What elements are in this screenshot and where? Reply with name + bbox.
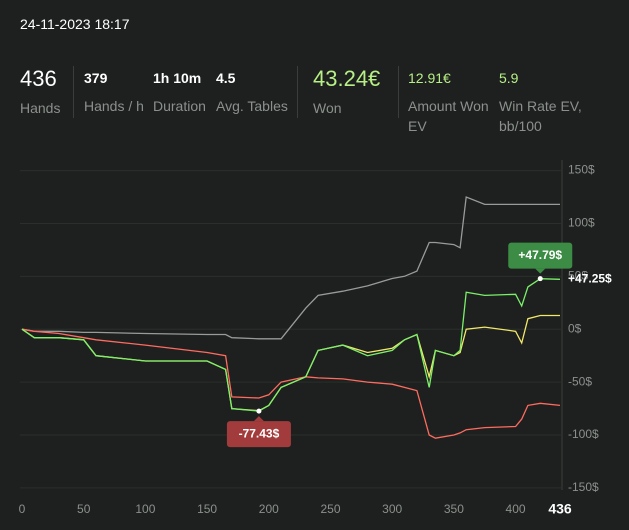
series-line (21, 328, 561, 439)
stat: 43.24€ Won (313, 66, 380, 118)
x-tick-label: 250 (320, 502, 340, 516)
x-tick-label: 436 (548, 501, 572, 517)
separator (398, 66, 399, 118)
stat-value: 4.5 (216, 70, 236, 86)
x-tick-label: 150 (197, 502, 217, 516)
stat-label: Duration (153, 98, 206, 114)
y-tick-label: -150$ (568, 480, 599, 494)
y-tick-label: 0$ (568, 321, 582, 335)
annotation-pointer (535, 268, 546, 274)
y-tick-label: 100$ (568, 216, 595, 230)
series-line (21, 314, 560, 412)
stat: 4.5 Avg. Tables (216, 70, 288, 116)
stat-value: 436 (20, 66, 57, 91)
stat: 1h 10m Duration (153, 70, 206, 116)
stat-label: Avg. Tables (216, 98, 288, 114)
stat-value: 379 (84, 70, 108, 86)
series-line (21, 196, 560, 340)
stat: 12.91€ Amount Won EV (408, 70, 493, 136)
annotation-label: -77.43$ (239, 426, 280, 440)
annotation-point (256, 408, 262, 414)
annotation-box (226, 421, 291, 448)
stat-label: Win Rate EV, bb/100 (499, 98, 582, 134)
stat-label: Hands (20, 100, 61, 116)
annotation-label: +47.79$ (518, 248, 562, 262)
x-tick-label: 300 (382, 502, 402, 516)
stat-label: Amount Won EV (408, 98, 489, 134)
x-tick-label: 0 (19, 502, 26, 516)
stat-value: 1h 10m (153, 70, 202, 86)
x-tick-label: 350 (444, 502, 464, 516)
annotation-box (508, 242, 573, 269)
y-tick-label: -50$ (568, 374, 592, 388)
session-date: 24-11-2023 18:17 (20, 16, 130, 32)
separator (297, 66, 298, 118)
x-tick-label: 200 (259, 502, 279, 516)
end-label: +47.25$ (568, 271, 612, 285)
stat-value: 12.91€ (408, 70, 451, 86)
y-tick-label: -100$ (568, 427, 599, 441)
stat-label: Hands / h (84, 98, 144, 114)
stat: 436 Hands (20, 66, 61, 118)
separator (73, 66, 74, 118)
annotation-pointer (253, 416, 264, 422)
x-tick-label: 50 (77, 502, 91, 516)
stat-value: 5.9 (499, 70, 519, 86)
annotation-point (537, 276, 543, 282)
y-tick-label: 150$ (568, 163, 595, 177)
y-tick-label: 50$ (568, 269, 588, 283)
stat: 379 Hands / h (84, 70, 144, 116)
stat-value: 43.24€ (313, 66, 381, 91)
stat: 5.9 Win Rate EV, bb/100 (499, 70, 589, 136)
x-tick-label: 100 (135, 502, 155, 516)
stat-label: Won (313, 100, 342, 116)
series-line (21, 278, 561, 412)
x-tick-label: 400 (506, 502, 526, 516)
